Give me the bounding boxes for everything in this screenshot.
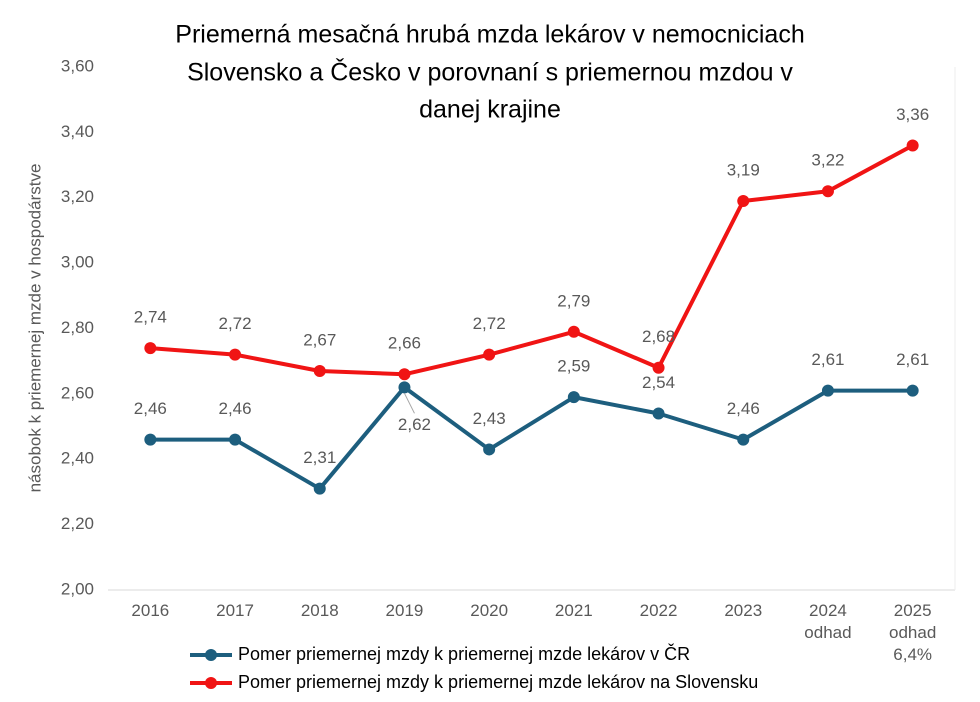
data-point [229, 433, 242, 446]
data-point [821, 185, 834, 198]
data-label: 2,72 [219, 314, 252, 333]
y-tick-label: 3,60 [61, 56, 94, 75]
data-label: 2,72 [473, 314, 506, 333]
data-label: 2,68 [642, 327, 675, 346]
data-point [483, 348, 496, 361]
data-point [652, 361, 665, 374]
y-tick-label: 3,40 [61, 122, 94, 141]
data-point [652, 407, 665, 420]
data-label: 2,59 [557, 357, 590, 376]
data-label: 2,66 [388, 334, 421, 353]
x-tick-label: 2025 odhad 6,4% [889, 601, 936, 664]
x-tick-label: 2016 [131, 601, 169, 620]
x-tick-label: 2018 [301, 601, 339, 620]
y-tick-label: 2,60 [61, 383, 94, 402]
legend-label: Pomer priemernej mzdy k priemernej mzde … [238, 672, 758, 692]
chart-title: danej krajine [419, 96, 561, 124]
data-label: 2,67 [303, 330, 336, 349]
y-tick-label: 2,80 [61, 318, 94, 337]
series-line [150, 385, 913, 491]
data-point [567, 391, 580, 404]
data-point [483, 443, 496, 456]
data-label: 2,61 [896, 350, 929, 369]
data-point [737, 195, 750, 208]
y-tick-label: 3,20 [61, 187, 94, 206]
x-tick-label: 2022 [640, 601, 678, 620]
series-line [150, 143, 914, 377]
data-label: 2,61 [811, 350, 844, 369]
chart-title: Priemerná mesačná hrubá mzda lekárov v n… [175, 21, 804, 49]
x-tick-label: 2020 [470, 601, 508, 620]
data-point [229, 348, 242, 361]
data-point [737, 433, 750, 446]
data-point [906, 139, 919, 152]
legend-label: Pomer priemernej mzdy k priemernej mzde … [238, 643, 690, 664]
y-tick-label: 3,00 [61, 253, 94, 272]
y-axis-title: násobok k priemernej mzde v hospodárstve [25, 164, 44, 493]
chart-title: Slovensko a Česko v porovnaní s priemern… [187, 58, 793, 87]
data-label: 2,54 [642, 373, 675, 392]
data-label: 2,46 [219, 399, 252, 418]
data-point [144, 433, 157, 446]
y-tick-label: 2,00 [61, 579, 94, 598]
x-tick-label: 2019 [386, 601, 424, 620]
data-label: 2,46 [727, 399, 760, 418]
data-label: 2,31 [303, 448, 336, 467]
data-label: 3,22 [811, 151, 844, 170]
data-point [567, 325, 580, 338]
data-point [398, 381, 411, 394]
legend-marker [205, 649, 217, 661]
data-label: 2,62 [398, 415, 431, 434]
leader-line [404, 393, 415, 414]
y-tick-label: 2,20 [61, 514, 94, 533]
data-label: 2,79 [557, 291, 590, 310]
data-label: 2,43 [473, 409, 506, 428]
data-point [313, 364, 326, 377]
data-label: 3,19 [727, 161, 760, 180]
data-label: 2,46 [134, 399, 167, 418]
x-tick-label: 2024 odhad [804, 601, 851, 642]
data-point [398, 368, 411, 381]
data-point [821, 384, 834, 397]
x-tick-label: 2017 [216, 601, 254, 620]
data-label: 2,74 [134, 308, 167, 327]
x-tick-label: 2021 [555, 601, 593, 620]
data-label: 3,36 [896, 105, 929, 124]
data-point [313, 482, 326, 495]
legend-marker [205, 677, 217, 689]
data-point [906, 384, 919, 397]
y-tick-label: 2,40 [61, 449, 94, 468]
data-point [144, 342, 157, 355]
x-tick-label: 2023 [724, 601, 762, 620]
